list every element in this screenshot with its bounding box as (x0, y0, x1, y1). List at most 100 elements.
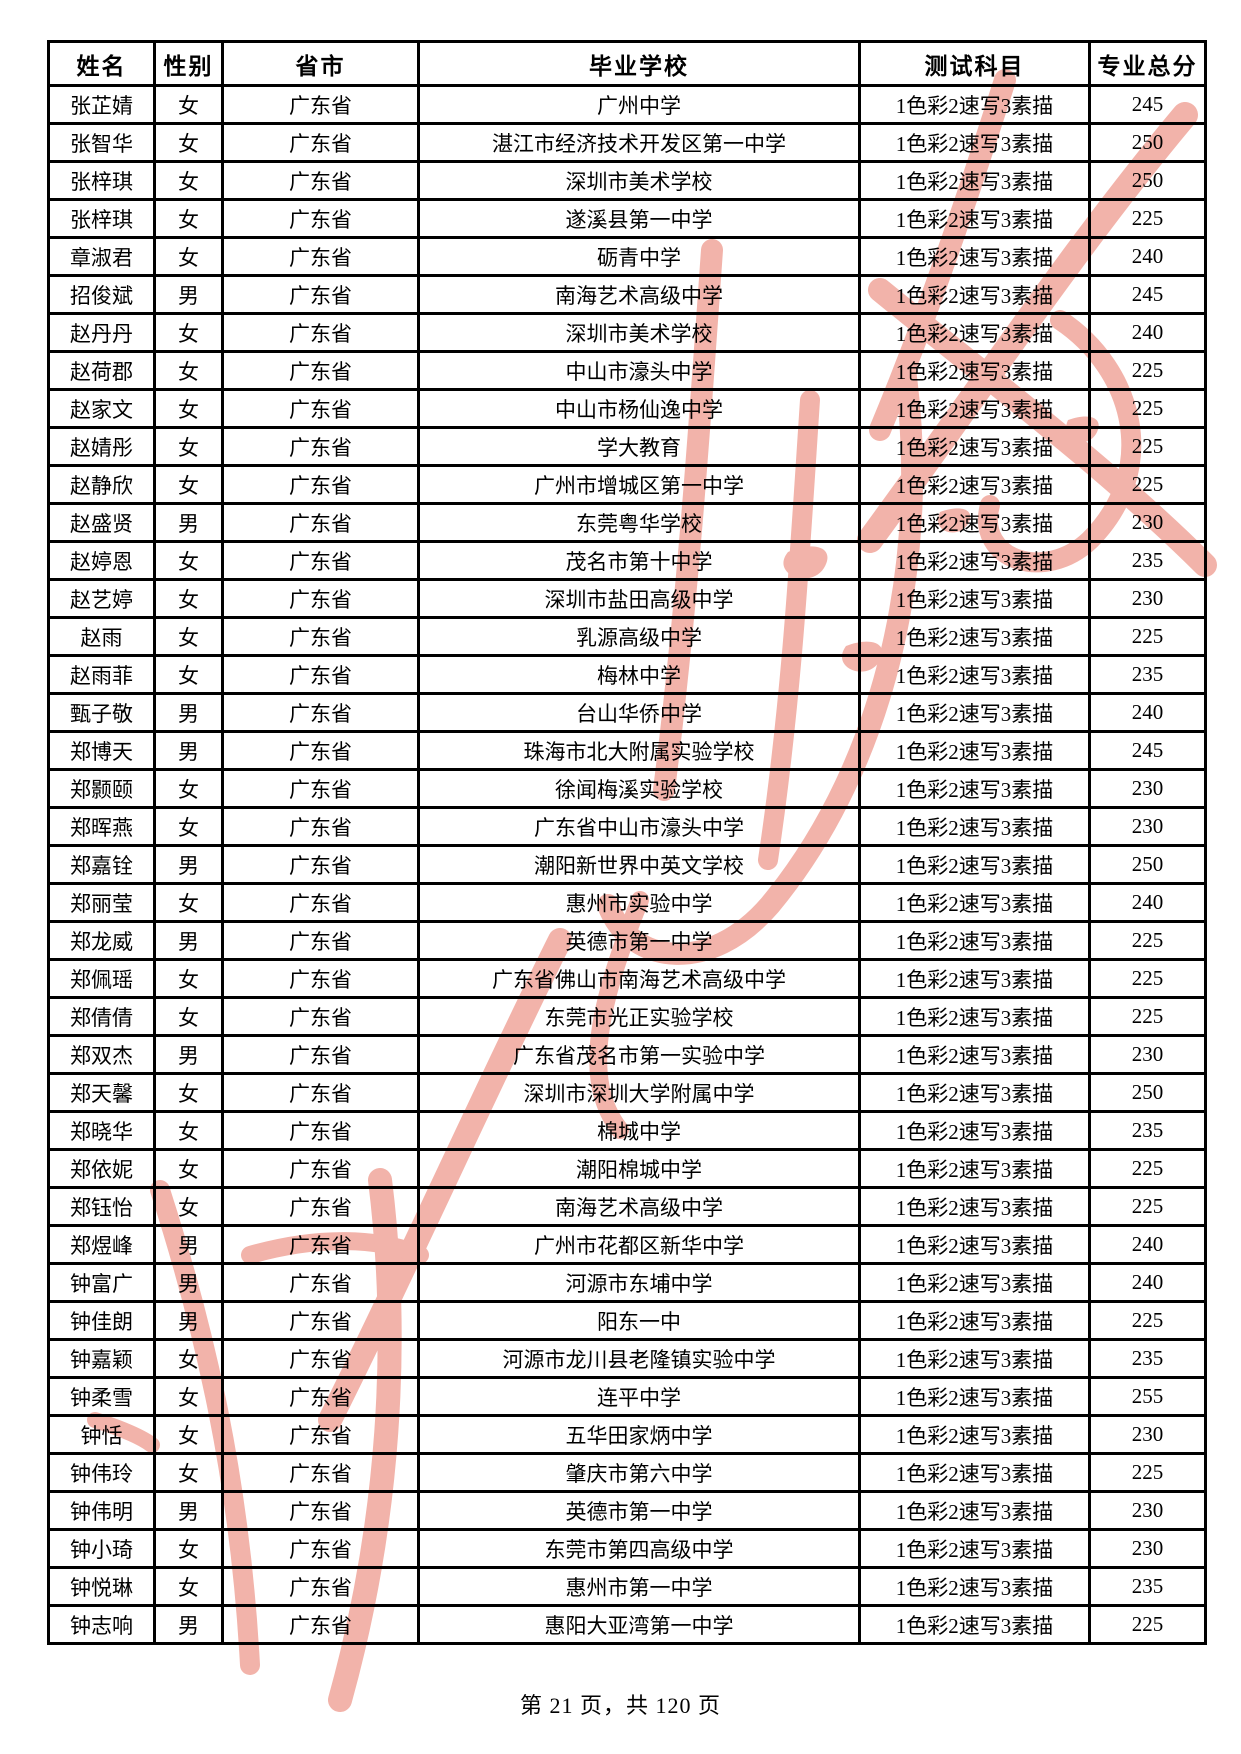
gender-cell: 女 (153, 1186, 224, 1227)
subjects-cell: 1色彩2速写3素描 (858, 1186, 1091, 1227)
province-cell: 广东省 (221, 654, 420, 695)
table-row: 钟志响 男 广东省 惠阳大亚湾第一中学 1色彩2速写3素描 225 (47, 1604, 1207, 1645)
table-row: 赵雨 女 广东省 乳源高级中学 1色彩2速写3素描 225 (47, 616, 1207, 657)
score-cell: 240 (1088, 882, 1207, 923)
table-row: 赵荷郡 女 广东省 中山市濠头中学 1色彩2速写3素描 225 (47, 350, 1207, 391)
name-cell: 赵雨 (47, 616, 156, 657)
column-header-school: 毕业学校 (417, 40, 861, 87)
province-cell: 广东省 (221, 1452, 420, 1493)
score-cell: 250 (1088, 160, 1207, 201)
subjects-cell: 1色彩2速写3素描 (858, 1148, 1091, 1189)
table-row: 郑双杰 男 广东省 广东省茂名市第一实验中学 1色彩2速写3素描 230 (47, 1034, 1207, 1075)
score-cell: 230 (1088, 1490, 1207, 1531)
gender-cell: 男 (153, 502, 224, 543)
table-row: 钟佳朗 男 广东省 阳东一中 1色彩2速写3素描 225 (47, 1300, 1207, 1341)
school-cell: 惠州市第一中学 (417, 1566, 861, 1607)
school-cell: 中山市濠头中学 (417, 350, 861, 391)
results-table: 姓名 性别 省市 毕业学校 测试科目 专业总分 张芷婧 女 广东省 广州中学 1… (47, 40, 1207, 1645)
score-cell: 240 (1088, 1224, 1207, 1265)
name-cell: 钟恬 (47, 1414, 156, 1455)
score-cell: 235 (1088, 1110, 1207, 1151)
subjects-cell: 1色彩2速写3素描 (858, 920, 1091, 961)
score-cell: 240 (1088, 692, 1207, 733)
gender-cell: 女 (153, 958, 224, 999)
name-cell: 郑天馨 (47, 1072, 156, 1113)
province-cell: 广东省 (221, 1414, 420, 1455)
school-cell: 棉城中学 (417, 1110, 861, 1151)
score-cell: 225 (1088, 1604, 1207, 1645)
page-footer: 第 21 页，共 120 页 (519, 1693, 721, 1718)
score-cell: 230 (1088, 1034, 1207, 1075)
subjects-cell: 1色彩2速写3素描 (858, 1490, 1091, 1531)
subjects-cell: 1色彩2速写3素描 (858, 388, 1091, 429)
score-cell: 230 (1088, 806, 1207, 847)
school-cell: 东莞粤华学校 (417, 502, 861, 543)
subjects-cell: 1色彩2速写3素描 (858, 806, 1091, 847)
table-row: 郑颢颐 女 广东省 徐闻梅溪实验学校 1色彩2速写3素描 230 (47, 768, 1207, 809)
score-cell: 250 (1088, 122, 1207, 163)
gender-cell: 女 (153, 806, 224, 847)
school-cell: 学大教育 (417, 426, 861, 467)
subjects-cell: 1色彩2速写3素描 (858, 768, 1091, 809)
school-cell: 乳源高级中学 (417, 616, 861, 657)
school-cell: 广东省中山市濠头中学 (417, 806, 861, 847)
score-cell: 230 (1088, 1528, 1207, 1569)
gender-cell: 女 (153, 654, 224, 695)
province-cell: 广东省 (221, 578, 420, 619)
subjects-cell: 1色彩2速写3素描 (858, 1528, 1091, 1569)
province-cell: 广东省 (221, 1224, 420, 1265)
school-cell: 英德市第一中学 (417, 920, 861, 961)
name-cell: 赵婧彤 (47, 426, 156, 467)
province-cell: 广东省 (221, 160, 420, 201)
subjects-cell: 1色彩2速写3素描 (858, 616, 1091, 657)
school-cell: 湛江市经济技术开发区第一中学 (417, 122, 861, 163)
subjects-cell: 1色彩2速写3素描 (858, 958, 1091, 999)
subjects-cell: 1色彩2速写3素描 (858, 1376, 1091, 1417)
province-cell: 广东省 (221, 1566, 420, 1607)
gender-cell: 女 (153, 236, 224, 277)
column-header-subjects: 测试科目 (858, 40, 1091, 87)
province-cell: 广东省 (221, 1528, 420, 1569)
school-cell: 广东省佛山市南海艺术高级中学 (417, 958, 861, 999)
gender-cell: 女 (153, 616, 224, 657)
name-cell: 钟小琦 (47, 1528, 156, 1569)
column-header-name: 姓名 (47, 40, 156, 87)
school-cell: 河源市东埔中学 (417, 1262, 861, 1303)
school-cell: 惠阳大亚湾第一中学 (417, 1604, 861, 1645)
table-row: 郑晖燕 女 广东省 广东省中山市濠头中学 1色彩2速写3素描 230 (47, 806, 1207, 847)
province-cell: 广东省 (221, 464, 420, 505)
score-cell: 225 (1088, 920, 1207, 961)
table-row: 赵婧彤 女 广东省 学大教育 1色彩2速写3素描 225 (47, 426, 1207, 467)
subjects-cell: 1色彩2速写3素描 (858, 84, 1091, 125)
province-cell: 广东省 (221, 1110, 420, 1151)
gender-cell: 女 (153, 1072, 224, 1113)
gender-cell: 女 (153, 540, 224, 581)
subjects-cell: 1色彩2速写3素描 (858, 1034, 1091, 1075)
score-cell: 235 (1088, 1338, 1207, 1379)
school-cell: 广东省茂名市第一实验中学 (417, 1034, 861, 1075)
subjects-cell: 1色彩2速写3素描 (858, 844, 1091, 885)
score-cell: 240 (1088, 236, 1207, 277)
name-cell: 赵艺婷 (47, 578, 156, 619)
school-cell: 连平中学 (417, 1376, 861, 1417)
subjects-cell: 1色彩2速写3素描 (858, 426, 1091, 467)
school-cell: 南海艺术高级中学 (417, 1186, 861, 1227)
score-cell: 225 (1088, 198, 1207, 239)
province-cell: 广东省 (221, 1490, 420, 1531)
table-row: 郑龙威 男 广东省 英德市第一中学 1色彩2速写3素描 225 (47, 920, 1207, 961)
province-cell: 广东省 (221, 730, 420, 771)
name-cell: 钟志响 (47, 1604, 156, 1645)
school-cell: 台山华侨中学 (417, 692, 861, 733)
province-cell: 广东省 (221, 198, 420, 239)
score-cell: 225 (1088, 1148, 1207, 1189)
subjects-cell: 1色彩2速写3素描 (858, 882, 1091, 923)
name-cell: 郑丽莹 (47, 882, 156, 923)
name-cell: 章淑君 (47, 236, 156, 277)
score-cell: 225 (1088, 388, 1207, 429)
name-cell: 赵雨菲 (47, 654, 156, 695)
school-cell: 河源市龙川县老隆镇实验中学 (417, 1338, 861, 1379)
table-row: 钟悦琳 女 广东省 惠州市第一中学 1色彩2速写3素描 235 (47, 1566, 1207, 1607)
school-cell: 深圳市盐田高级中学 (417, 578, 861, 619)
school-cell: 潮阳棉城中学 (417, 1148, 861, 1189)
gender-cell: 女 (153, 388, 224, 429)
